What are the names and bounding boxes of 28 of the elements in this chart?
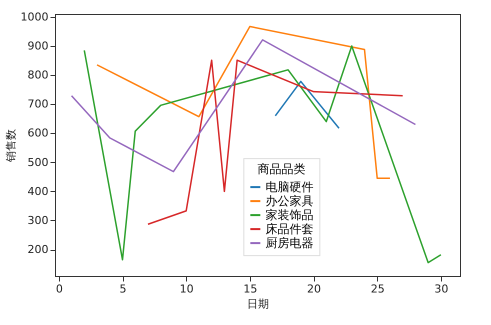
x-tick-label: 15 (243, 282, 258, 296)
y-tick-label: 900 (28, 39, 48, 52)
line-series (70, 39, 416, 172)
x-tick-label: 0 (56, 282, 63, 296)
y-tick-label: 1000 (20, 10, 48, 24)
legend-label: 床品件套 (265, 222, 314, 236)
y-tick-label: 600 (28, 126, 48, 140)
legend-label: 厨房电器 (265, 236, 314, 250)
x-tick-label: 10 (180, 282, 194, 296)
y-tick-label: 500 (28, 156, 48, 169)
line-series (147, 59, 404, 225)
y-tick-label: 400 (28, 184, 48, 198)
legend-label: 电脑硬件 (265, 180, 314, 194)
legend-title: 商品品类 (257, 162, 306, 176)
x-tick-label: 25 (370, 282, 385, 296)
x-axis-title: 日期 (247, 298, 269, 310)
legend-label: 办公家具 (265, 194, 314, 208)
line-series (96, 26, 391, 180)
legend-label: 家装饰品 (265, 208, 314, 222)
y-tick-label: 200 (28, 243, 48, 256)
x-tick-label: 5 (120, 282, 126, 296)
y-tick-label: 300 (28, 214, 48, 227)
y-tick-label: 800 (28, 68, 48, 82)
x-tick-label: 20 (307, 282, 322, 296)
line-series (84, 45, 442, 264)
y-tick-label: 700 (28, 98, 48, 111)
x-tick-label: 30 (434, 282, 448, 296)
y-axis-title: 销售数 (4, 129, 18, 163)
